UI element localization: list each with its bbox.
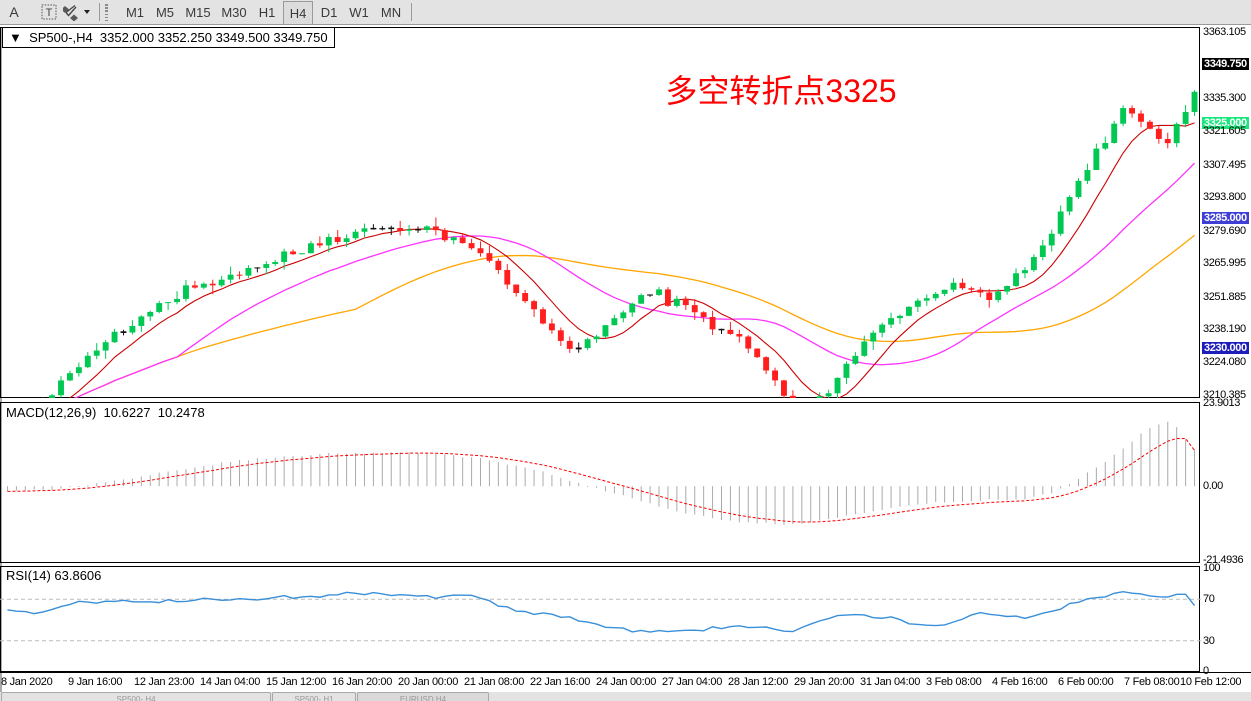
svg-text:T: T <box>46 7 53 19</box>
